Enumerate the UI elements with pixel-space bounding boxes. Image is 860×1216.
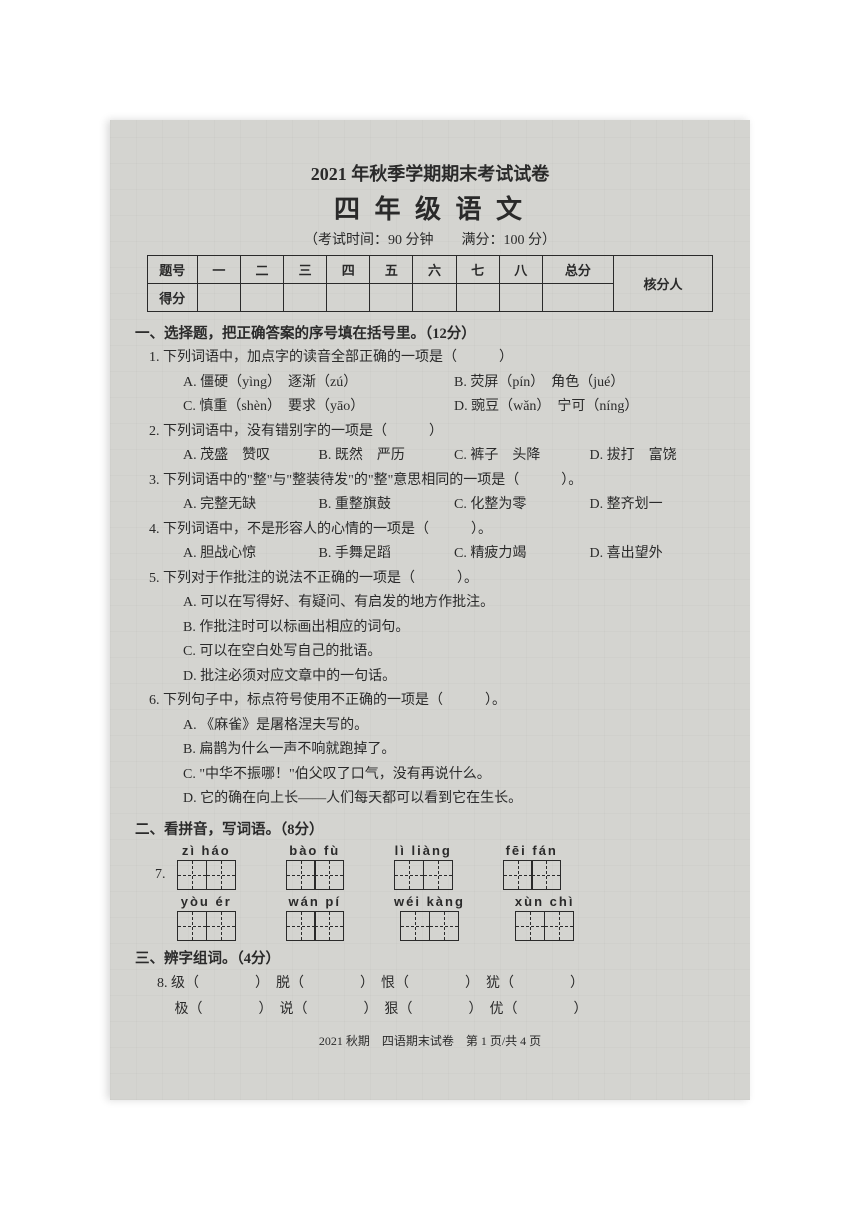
title-line2: 四 年 级 语 文 [135, 189, 725, 226]
pinyin-section: 7. zì háo bào fù lì liàng fēi fán yòu ér [155, 843, 725, 941]
q4-b: B. 手舞足蹈 [319, 542, 455, 567]
q6-stem: 6. 下列句子中，标点符号使用不正确的一项是（ ）。 [149, 689, 725, 714]
q6-options: A. 《麻雀》是屠格涅夫写的。 B. 扁鹊为什么一声不响就跑掉了。 C. "中华… [183, 714, 725, 812]
q2-options: A. 茂盛 赞叹 B. 既然 严历 C. 裤子 头降 D. 拔打 富饶 [183, 444, 725, 469]
pinyin-6: wán pí [286, 894, 345, 941]
pinyin-8: xùn chì [515, 894, 575, 941]
q1-stem: 1. 下列词语中，加点字的读音全部正确的一项是（ ） [149, 346, 725, 371]
q2-c: C. 裤子 头降 [454, 444, 590, 469]
q5-options: A. 可以在写得好、有疑问、有启发的地方作批注。 B. 作批注时可以标画出相应的… [183, 591, 725, 689]
q8-line2: 极（ ） 说（ ） 狠（ ） 优（ ） [157, 997, 725, 1024]
q4-c: C. 精疲力竭 [454, 542, 590, 567]
pinyin-7: wéi kàng [394, 894, 465, 941]
pinyin-1: zì háo [177, 843, 236, 890]
q5-b: B. 作批注时可以标画出相应的词句。 [183, 616, 725, 641]
q2-d: D. 拔打 富饶 [590, 444, 726, 469]
exam-paper: 2021 年秋季学期期末考试试卷 四 年 级 语 文 （考试时间：90 分钟 满… [110, 120, 750, 1100]
pinyin-2: bào fù [286, 843, 345, 890]
section2-title: 二、看拼音，写词语。（8分） [135, 818, 725, 839]
q8-line1: 8. 级（ ） 脱（ ） 恨（ ） 犹（ ） [157, 971, 725, 998]
q6-a: A. 《麻雀》是屠格涅夫写的。 [183, 714, 725, 739]
q4-stem: 4. 下列词语中，不是形容人的心情的一项是（ ）。 [149, 518, 725, 543]
q5-d: D. 批注必须对应文章中的一句话。 [183, 665, 725, 690]
q5-a: A. 可以在写得好、有疑问、有启发的地方作批注。 [183, 591, 725, 616]
q6-d: D. 它的确在向上长——人们每天都可以看到它在生长。 [183, 787, 725, 812]
q1-c: C. 慎重（shèn） 要求（yāo） [183, 395, 454, 420]
q2-a: A. 茂盛 赞叹 [183, 444, 319, 469]
page-footer: 2021 秋期 四语期末试卷 第 1 页/共 4 页 [135, 1032, 725, 1049]
exam-info: （考试时间：90 分钟 满分：100 分） [135, 229, 725, 249]
q6-c: C. "中华不振哪！"伯父叹了口气，没有再说什么。 [183, 763, 725, 788]
q1-a: A. 僵硬（yìng） 逐渐（zú） [183, 371, 454, 396]
section1-title: 一、选择题，把正确答案的序号填在括号里。（12分） [135, 322, 725, 343]
q4-a: A. 胆战心惊 [183, 542, 319, 567]
q1-b: B. 荧屏（pín） 角色（jué） [454, 371, 725, 396]
q4-options: A. 胆战心惊 B. 手舞足蹈 C. 精疲力竭 D. 喜出望外 [183, 542, 725, 567]
score-header-row: 题号 一 二 三 四 五 六 七 八 总分 核分人 [147, 256, 712, 284]
q3-options: A. 完整无缺 B. 重整旗鼓 C. 化整为零 D. 整齐划一 [183, 493, 725, 518]
q3-d: D. 整齐划一 [590, 493, 726, 518]
q7-number: 7. [155, 867, 166, 883]
pinyin-4: fēi fán [503, 843, 562, 890]
q4-d: D. 喜出望外 [590, 542, 726, 567]
pinyin-5: yòu ér [177, 894, 236, 941]
q1-options: A. 僵硬（yìng） 逐渐（zú） B. 荧屏（pín） 角色（jué） C.… [183, 371, 725, 420]
q2-b: B. 既然 严历 [319, 444, 455, 469]
pinyin-3: lì liàng [394, 843, 453, 890]
title-line1: 2021 年秋季学期期末考试试卷 [135, 160, 725, 186]
q6-b: B. 扁鹊为什么一声不响就跑掉了。 [183, 738, 725, 763]
q1-d: D. 豌豆（wǎn） 宁可（níng） [454, 395, 725, 420]
q5-stem: 5. 下列对于作批注的说法不正确的一项是（ ）。 [149, 567, 725, 592]
q3-b: B. 重整旗鼓 [319, 493, 455, 518]
q3-c: C. 化整为零 [454, 493, 590, 518]
score-table: 题号 一 二 三 四 五 六 七 八 总分 核分人 得分 [147, 255, 713, 312]
section3-title: 三、辨字组词。（4分） [135, 947, 725, 968]
q3-stem: 3. 下列词语中的"整"与"整装待发"的"整"意思相同的一项是（ ）。 [149, 469, 725, 494]
q5-c: C. 可以在空白处写自己的批语。 [183, 640, 725, 665]
q2-stem: 2. 下列词语中，没有错别字的一项是（ ） [149, 420, 725, 445]
q3-a: A. 完整无缺 [183, 493, 319, 518]
